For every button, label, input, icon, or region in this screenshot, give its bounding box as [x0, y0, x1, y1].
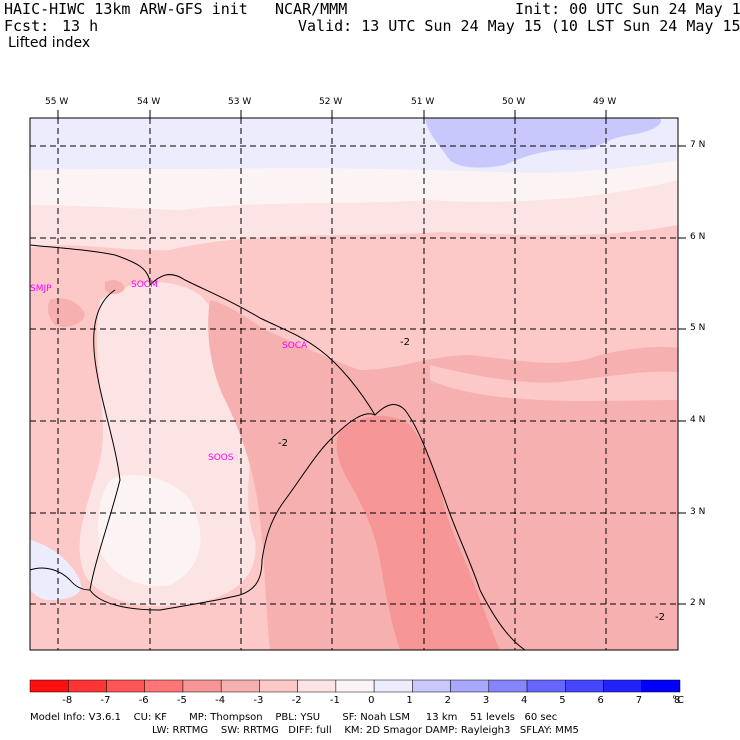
lon-label: 50 W [502, 97, 526, 107]
lat-label: 7 N [690, 140, 706, 150]
colorbar-tick-label: 1 [406, 695, 413, 706]
colorbar [29, 679, 681, 693]
colorbar-swatch [526, 679, 566, 693]
lat-label: 4 N [690, 415, 706, 425]
field-minus3-region [336, 415, 500, 650]
station-label: SOCM [131, 280, 158, 290]
field-minus1-strip [430, 365, 678, 401]
colorbar-tick-label: -5 [176, 695, 187, 706]
lon-label: 49 W [593, 97, 617, 107]
valid-time: Valid: 13 UTC Sun 24 May 15 (10 LST Sun … [298, 17, 740, 35]
station-label: SMJP [30, 284, 52, 294]
colorbar-swatch [182, 679, 222, 693]
station-label: SOOS [208, 453, 234, 463]
colorbar-tick-label: -2 [291, 695, 302, 706]
colorbar-tick-label: 8 [674, 695, 681, 706]
contour-label: -2 [655, 612, 665, 623]
colorbar-swatch [450, 679, 490, 693]
field-minus2-blob-west [47, 298, 85, 327]
colorbar-tick-label: 3 [482, 695, 490, 706]
model-info-line1: Model Info: V3.6.1 CU: KF MP: Thompson P… [30, 712, 558, 723]
lon-label: 51 W [411, 97, 435, 107]
forecast-hour: 13 h [62, 17, 99, 35]
field-sw-positive [30, 540, 81, 600]
colorbar-swatch [29, 679, 69, 693]
colorbar-tick-label: -7 [100, 695, 111, 706]
colorbar-tick-label: -6 [138, 695, 149, 706]
lon-label: 54 W [137, 97, 161, 107]
lon-label: 52 W [319, 97, 343, 107]
colorbar-swatch [297, 679, 337, 693]
colorbar-swatch [259, 679, 298, 693]
colorbar-tick-label: -4 [215, 695, 226, 706]
colorbar-swatch [220, 679, 260, 693]
colorbar-swatch [373, 679, 413, 693]
colorbar-swatch [565, 679, 604, 693]
colorbar-tick-label: 5 [559, 695, 566, 706]
colorbar-swatch [603, 679, 643, 693]
colorbar-unit: °C [672, 695, 684, 706]
colorbar-swatch [488, 679, 528, 693]
top-ticks [57, 110, 686, 605]
station-label: SOCA [282, 341, 308, 351]
lat-label: 5 N [690, 323, 706, 333]
colorbar-tick-label: 6 [597, 695, 604, 706]
colorbar-swatch [67, 679, 107, 693]
colorbar-tick-label: 4 [521, 695, 528, 706]
colorbar-tick-label: -3 [253, 695, 264, 706]
model-info-line2: LW: RRTMG SW: RRTMG DIFF: full KM: 2D Sm… [152, 725, 579, 736]
lon-label: 53 W [228, 97, 252, 107]
colorbar-swatch [641, 679, 681, 693]
field-minus2-blob-north [105, 280, 125, 294]
coastline-borders [29, 244, 526, 651]
lat-label: 3 N [690, 507, 706, 517]
lon-label: 55 W [45, 97, 69, 107]
colorbar-tick-label: 0 [368, 695, 375, 706]
contour-label: -2 [400, 337, 410, 348]
field-name: Lifted index [8, 35, 91, 51]
colorbar-swatch [106, 679, 145, 693]
colorbar-swatch [412, 679, 451, 693]
lat-lon-grid [30, 118, 678, 650]
colorbar-tick-label: 2 [444, 695, 451, 706]
init-time: Init: 00 UTC Sun 24 May 15 [515, 0, 740, 18]
map-frame [29, 117, 679, 651]
lat-label: 6 N [690, 232, 706, 242]
forecast-label: Fcst: [4, 17, 50, 35]
lat-label: 2 N [690, 598, 706, 608]
colorbar-tick-label: 7 [635, 695, 643, 706]
colorbar-tick-label: -1 [329, 695, 340, 706]
colorbar-swatch [335, 679, 375, 693]
colorbar-swatch [144, 679, 184, 693]
org-label: NCAR/MMM [275, 0, 348, 18]
field-inland-near-zero [98, 475, 201, 586]
model-title: HAIC-HIWC 13km ARW-GFS init [4, 0, 248, 18]
field-blob-positive-1 [425, 118, 661, 168]
contour-label: -2 [278, 438, 288, 449]
colorbar-tick-label: -8 [62, 695, 73, 706]
